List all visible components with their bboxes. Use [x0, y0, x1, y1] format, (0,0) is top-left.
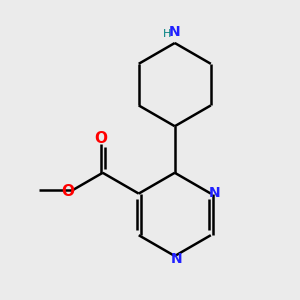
Text: N: N — [171, 252, 183, 266]
Text: N: N — [169, 25, 181, 39]
Text: H: H — [162, 29, 171, 39]
Text: O: O — [94, 131, 107, 146]
Text: N: N — [209, 186, 220, 200]
Text: O: O — [61, 184, 75, 199]
